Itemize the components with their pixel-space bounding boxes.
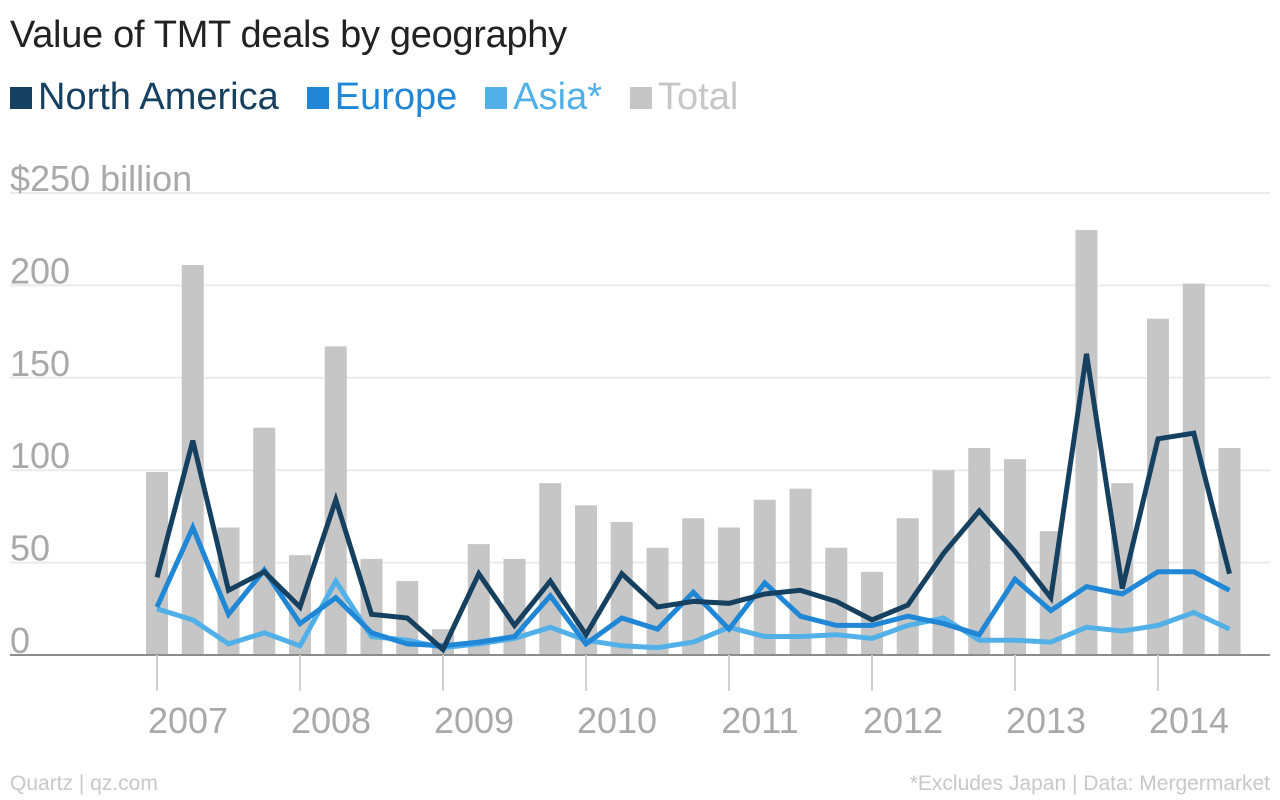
y-tick-label: 200 <box>10 250 70 291</box>
bar-total <box>682 518 705 655</box>
bar-total <box>1004 459 1026 655</box>
bar-total <box>753 499 776 655</box>
y-tick-label: 100 <box>10 435 70 476</box>
bar-total <box>1182 283 1205 655</box>
bar-total <box>1075 229 1098 655</box>
bar-total <box>1111 483 1134 655</box>
source-credit: Quartz | qz.com <box>10 772 158 795</box>
x-tick-label: 2012 <box>863 700 943 741</box>
bar-total <box>718 527 740 655</box>
x-tick-label: 2008 <box>291 700 371 741</box>
legend-swatch-europe <box>306 86 329 109</box>
bar-total <box>539 483 562 655</box>
legend-swatch-north-america <box>10 86 32 109</box>
series-line-europe <box>154 521 1231 649</box>
x-tick-label: 2009 <box>434 700 514 741</box>
legend: North America Europe Asia* Total <box>10 76 766 119</box>
x-tick-label: 2013 <box>1006 700 1086 741</box>
legend-label-north-america: North America <box>38 76 279 118</box>
bar-total <box>789 488 812 655</box>
legend-swatch-asia <box>485 86 508 109</box>
bar-total <box>575 505 597 655</box>
legend-item-asia: Asia* <box>485 76 602 119</box>
y-tick-label: 150 <box>10 343 70 384</box>
legend-swatch-total <box>630 86 653 109</box>
y-tick-label: $250 billion <box>10 158 192 199</box>
bar-total <box>1218 448 1241 655</box>
bar-total <box>146 472 168 655</box>
y-tick-label: 50 <box>10 528 50 569</box>
bar-total <box>181 265 204 655</box>
x-tick-label: 2014 <box>1149 700 1229 741</box>
y-tick-label: 0 <box>10 620 30 661</box>
x-tick-label: 2011 <box>721 700 798 741</box>
series-line-north-america <box>154 353 1232 654</box>
legend-label-total: Total <box>658 76 739 118</box>
bar-total <box>968 448 991 655</box>
legend-item-north-america: North America <box>10 76 279 119</box>
legend-label-asia: Asia* <box>513 76 603 118</box>
x-tick-label: 2007 <box>148 700 228 741</box>
bar-total <box>1147 318 1169 655</box>
legend-item-total: Total <box>630 76 738 119</box>
chart-title: Value of TMT deals by geography <box>10 14 567 56</box>
legend-item-europe: Europe <box>306 76 458 119</box>
bar-total <box>896 518 919 655</box>
bar-total <box>253 427 276 655</box>
legend-label-europe: Europe <box>334 76 458 118</box>
data-note: *Excludes Japan | Data: Mergermarket <box>909 772 1270 795</box>
x-tick-label: 2010 <box>577 700 657 741</box>
bar-total <box>932 470 955 655</box>
series-line-asia <box>156 576 1231 651</box>
bar-total <box>467 544 490 655</box>
